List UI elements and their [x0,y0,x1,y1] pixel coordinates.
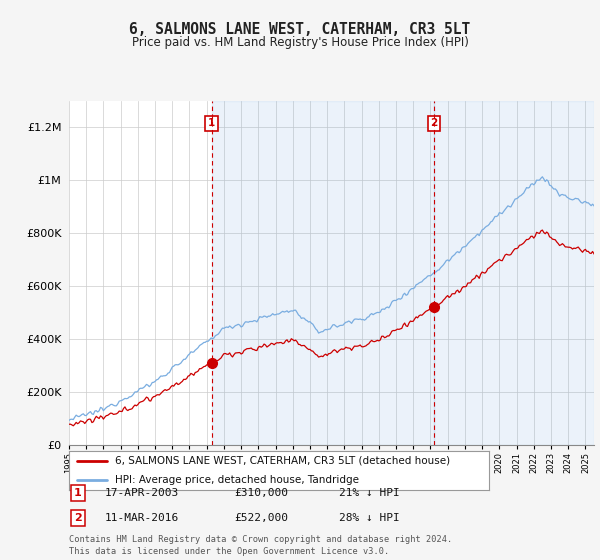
Text: 11-MAR-2016: 11-MAR-2016 [105,513,179,523]
Text: Price paid vs. HM Land Registry's House Price Index (HPI): Price paid vs. HM Land Registry's House … [131,36,469,49]
Text: 1: 1 [74,488,82,498]
Bar [212,101,434,445]
Text: 17-APR-2003: 17-APR-2003 [105,488,179,498]
Text: 28% ↓ HPI: 28% ↓ HPI [339,513,400,523]
Text: 2: 2 [430,118,437,128]
Text: 1: 1 [208,118,215,128]
Text: 2: 2 [74,513,82,523]
Text: 21% ↓ HPI: 21% ↓ HPI [339,488,400,498]
Text: £522,000: £522,000 [234,513,288,523]
Text: 6, SALMONS LANE WEST, CATERHAM, CR3 5LT: 6, SALMONS LANE WEST, CATERHAM, CR3 5LT [130,22,470,38]
Text: 6, SALMONS LANE WEST, CATERHAM, CR3 5LT (detached house): 6, SALMONS LANE WEST, CATERHAM, CR3 5LT … [115,456,451,465]
Text: HPI: Average price, detached house, Tandridge: HPI: Average price, detached house, Tand… [115,475,359,485]
Text: £310,000: £310,000 [234,488,288,498]
Bar [434,101,594,445]
Text: Contains HM Land Registry data © Crown copyright and database right 2024.
This d: Contains HM Land Registry data © Crown c… [69,535,452,556]
